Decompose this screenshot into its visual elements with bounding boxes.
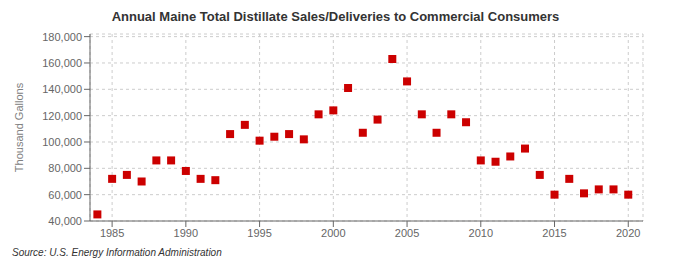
svg-text:2015: 2015 <box>542 227 566 239</box>
svg-text:1995: 1995 <box>247 227 271 239</box>
svg-text:60,000: 60,000 <box>48 189 82 201</box>
svg-text:100,000: 100,000 <box>42 136 82 148</box>
html-text:Annual Maine Total Distillate: Annual Maine Total Distillate Sales/Deli… <box>111 9 560 24</box>
svg-text:180,000: 180,000 <box>42 31 82 43</box>
svg-text:2005: 2005 <box>395 227 419 239</box>
svg-text:140,000: 140,000 <box>42 83 82 95</box>
svg-text:160,000: 160,000 <box>42 57 82 69</box>
svg-text:1985: 1985 <box>100 227 124 239</box>
html-text:Source: U.S. Energy Informatio: Source: U.S. Energy Information Administ… <box>12 247 222 258</box>
svg-text:2020: 2020 <box>616 227 640 239</box>
svg-text:40,000: 40,000 <box>48 215 82 227</box>
svg-text:1990: 1990 <box>174 227 198 239</box>
svg-text:Thousand Gallons: Thousand Gallons <box>13 82 25 172</box>
svg-text:120,000: 120,000 <box>42 110 82 122</box>
svg-text:2010: 2010 <box>469 227 493 239</box>
svg-text:2000: 2000 <box>321 227 345 239</box>
svg-text:80,000: 80,000 <box>48 162 82 174</box>
